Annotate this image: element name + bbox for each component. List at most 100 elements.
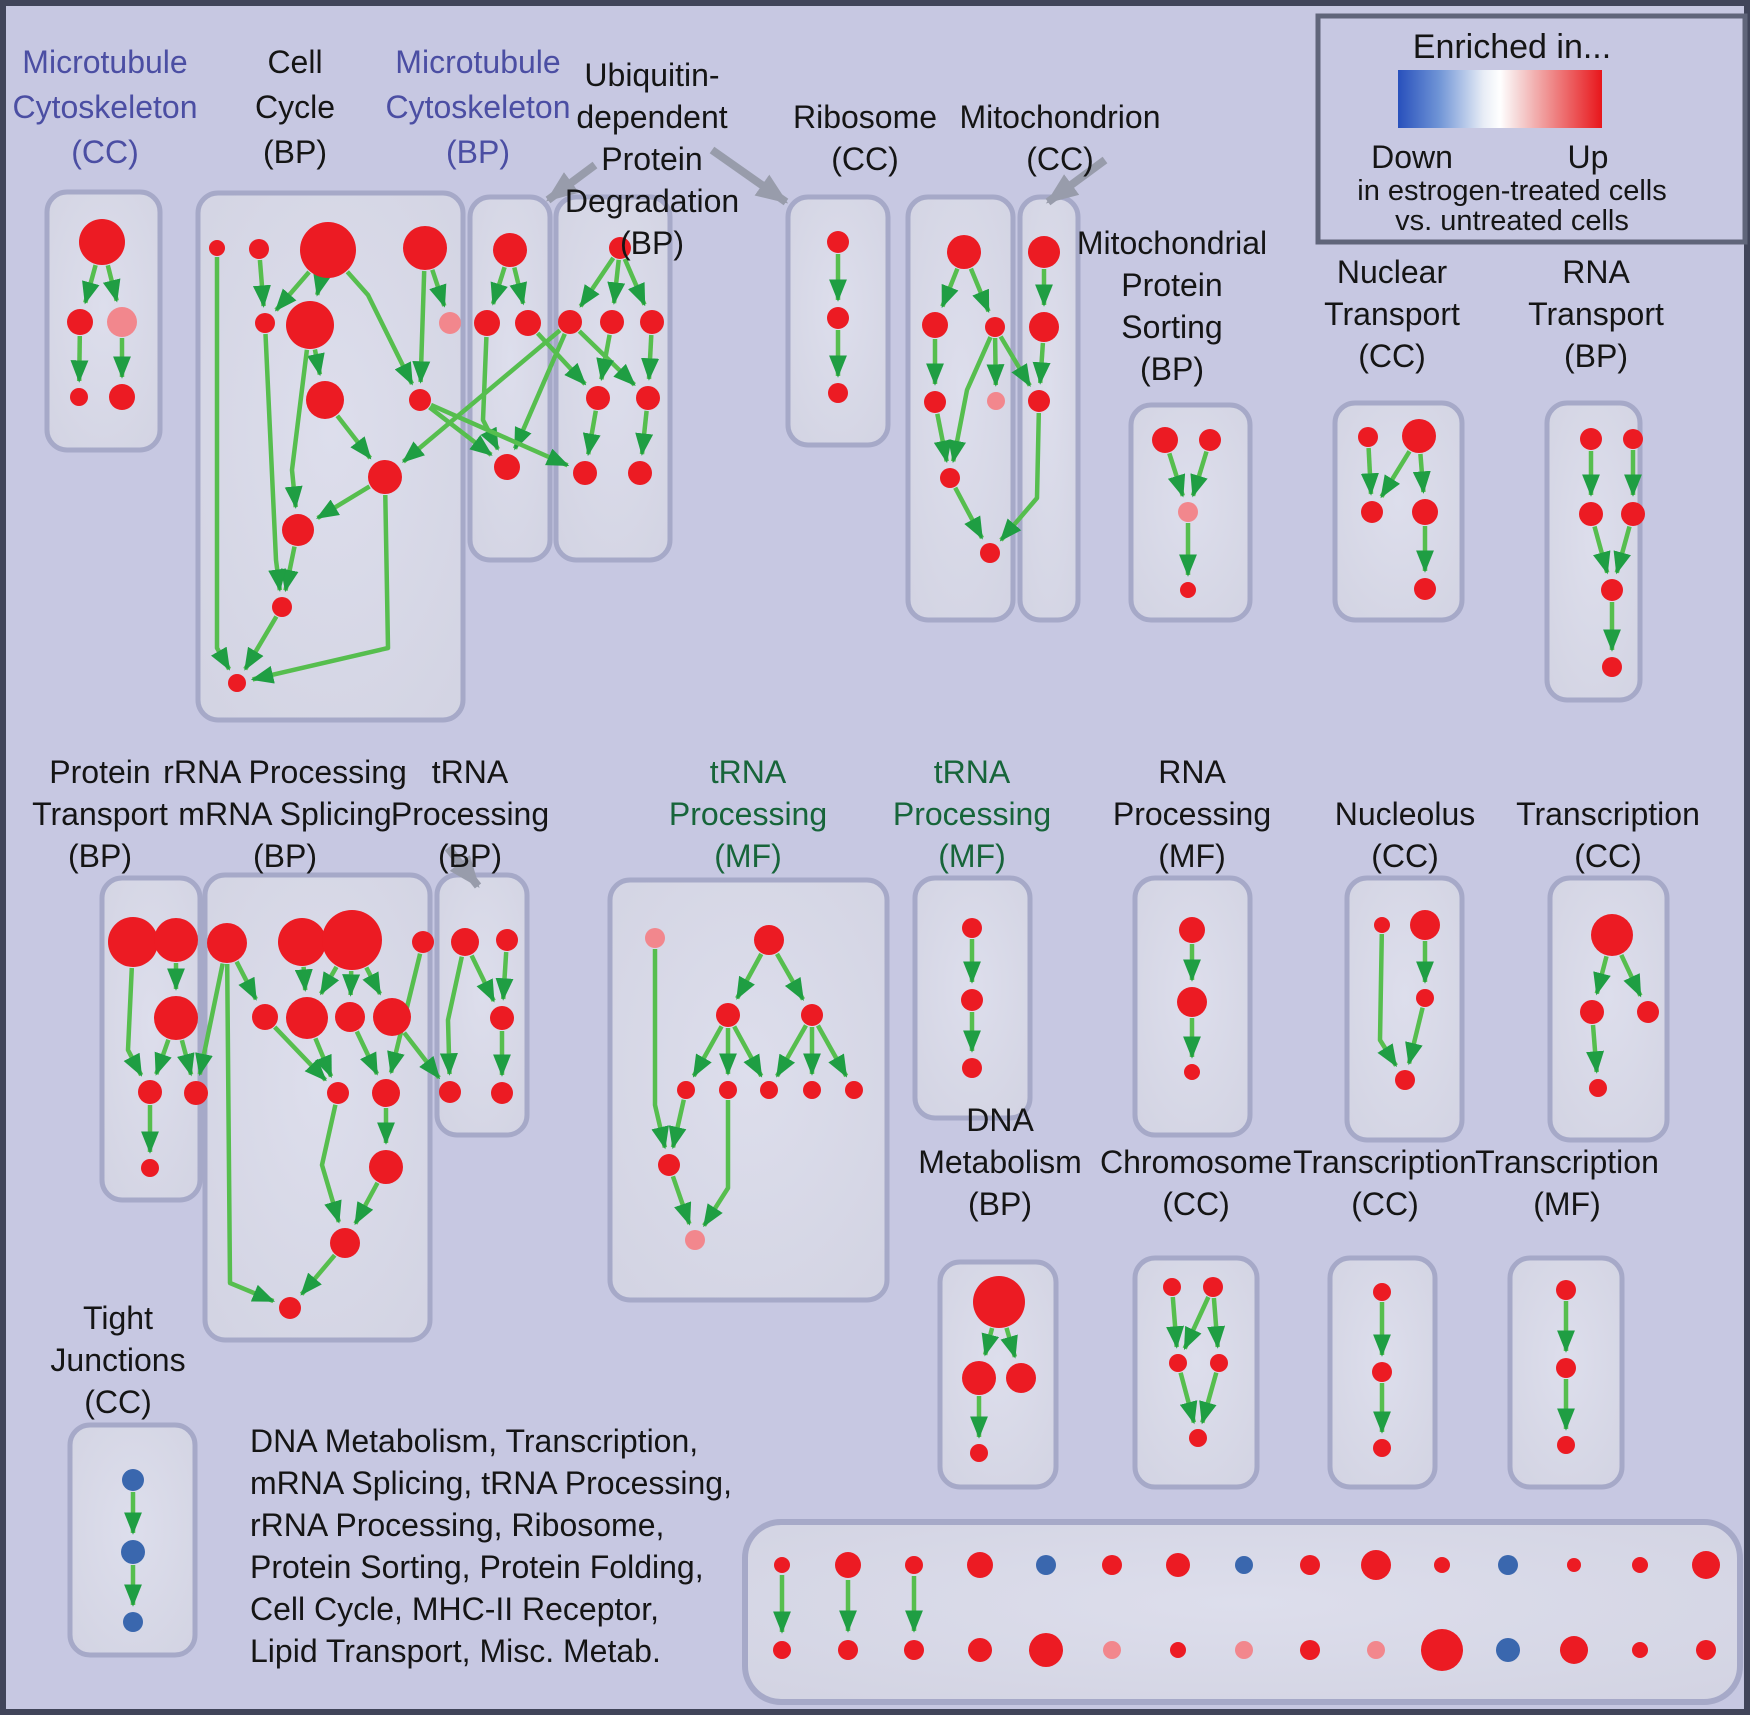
category-label-line: tRNA: [432, 754, 509, 790]
category-label-line: Cytoskeleton: [13, 89, 198, 125]
go-term-node: [1179, 917, 1205, 943]
go-edge: [412, 270, 431, 384]
go-term-node: [451, 928, 479, 956]
go-term-node: [1621, 502, 1645, 526]
category-label-line: Transcription: [1475, 1144, 1659, 1180]
go-term-node: [773, 1641, 791, 1659]
go-term-node: [123, 1612, 143, 1632]
category-label-line: dependent: [576, 99, 727, 135]
go-term-node: [962, 1361, 996, 1395]
go-term-node: [1103, 1641, 1121, 1659]
go-edge: [319, 1104, 342, 1224]
category-label-line: Microtubule: [395, 44, 560, 80]
category-label-line: (CC): [1351, 1186, 1419, 1222]
go-category-box-microtubule-bp: [467, 194, 553, 563]
go-term-node: [322, 910, 382, 970]
go-term-node: [1373, 1283, 1391, 1301]
go-edge: [280, 546, 299, 593]
go-term-node: [1395, 1070, 1415, 1090]
go-edge: [284, 349, 310, 509]
go-term-node: [1029, 1633, 1063, 1667]
go-edge: [490, 266, 508, 306]
go-term-node: [1169, 1354, 1187, 1372]
go-term-node: [330, 1228, 360, 1258]
category-label-line: Processing: [893, 796, 1051, 832]
category-label-line: (BP): [1140, 351, 1204, 387]
category-label-line: (CC): [1358, 338, 1426, 374]
category-label-line: mRNA Splicing: [178, 796, 391, 832]
go-term-node: [409, 389, 431, 411]
go-term-node: [278, 918, 326, 966]
go-term-node: [490, 1006, 514, 1030]
category-label-line: tRNA: [934, 754, 1011, 790]
go-term-node: [1580, 1000, 1604, 1024]
go-term-node: [973, 1276, 1025, 1328]
label-pointer-arrow: [1045, 156, 1108, 206]
go-edge: [429, 269, 447, 308]
category-label-line: (BP): [253, 838, 317, 874]
go-term-node: [985, 317, 1005, 337]
go-edge: [299, 1253, 337, 1296]
go-term-node: [1358, 427, 1378, 447]
category-label-dna-metabolism: DNA Metabolism (BP): [918, 1102, 1082, 1222]
go-term-node: [677, 1081, 695, 1099]
category-label-line: Chromosome: [1100, 1144, 1292, 1180]
go-term-node: [987, 392, 1005, 410]
category-label-line: Junctions: [50, 1342, 185, 1378]
go-term-node: [970, 1444, 988, 1462]
go-term-node: [835, 1552, 861, 1578]
go-term-node: [515, 310, 541, 336]
category-label-line: Mitochondrion: [960, 99, 1161, 135]
category-label-line: Transport: [1324, 296, 1460, 332]
go-term-node: [300, 222, 356, 278]
category-label-transcription-cc-1: Transcription (CC): [1516, 796, 1700, 874]
go-category-box-chromosome: [1132, 1255, 1260, 1490]
go-edge: [1000, 1327, 1018, 1359]
category-label-transcription-cc-2: Transcription (CC): [1293, 1144, 1477, 1222]
go-term-node: [968, 1638, 992, 1662]
category-label-line: (CC): [1371, 838, 1439, 874]
category-label-line: Protein: [1121, 267, 1222, 303]
go-edge: [775, 952, 805, 1001]
legend-down-label: Down: [1371, 139, 1453, 175]
legend-gradient-bar: [1398, 70, 1602, 128]
go-edge: [102, 264, 121, 303]
go-edge: [252, 259, 271, 308]
go-edge: [1182, 1296, 1211, 1351]
category-label-line: (CC): [831, 141, 899, 177]
go-term-node: [967, 1552, 993, 1578]
go-edge: [691, 1025, 724, 1078]
go-term-node: [1498, 1555, 1518, 1575]
go-term-node: [716, 1003, 740, 1027]
category-label-rna-transport: RNA Transport (BP): [1528, 254, 1664, 374]
category-label-line: (BP): [968, 1186, 1032, 1222]
go-term-node: [1692, 1551, 1720, 1579]
go-category-box-nuclear-transport: [1332, 400, 1465, 623]
go-term-node: [838, 1640, 858, 1660]
go-term-node: [1361, 1550, 1391, 1580]
go-term-node: [1567, 1558, 1581, 1572]
category-label-line: Cytoskeleton: [386, 89, 571, 125]
go-term-node: [1416, 989, 1434, 1007]
go-term-node: [1556, 1358, 1576, 1378]
label-pointer-arrow: [545, 161, 598, 204]
go-term-node: [645, 928, 665, 948]
category-label-microtubule-bp: Microtubule Cytoskeleton (BP): [386, 44, 571, 170]
category-label-line: DNA: [966, 1102, 1034, 1138]
go-term-node: [760, 1081, 778, 1099]
go-cross-edge: [430, 402, 570, 468]
go-term-node: [586, 386, 610, 410]
go-edge: [495, 951, 514, 1001]
go-term-node: [255, 313, 275, 333]
category-label-trna-bp: tRNA Processing (BP): [391, 754, 549, 874]
category-label-tight-junctions: Tight Junctions (CC): [50, 1300, 185, 1420]
category-label-line: Processing: [391, 796, 549, 832]
category-list-line: Lipid Transport, Misc. Metab.: [250, 1633, 661, 1669]
go-term-node: [1496, 1638, 1520, 1662]
category-label-nuclear-transport: Nuclear Transport (CC): [1324, 254, 1460, 374]
go-term-node: [962, 918, 982, 938]
category-label-transcription-mf: Transcription (MF): [1475, 1144, 1659, 1222]
category-label-line: Protein: [601, 141, 702, 177]
